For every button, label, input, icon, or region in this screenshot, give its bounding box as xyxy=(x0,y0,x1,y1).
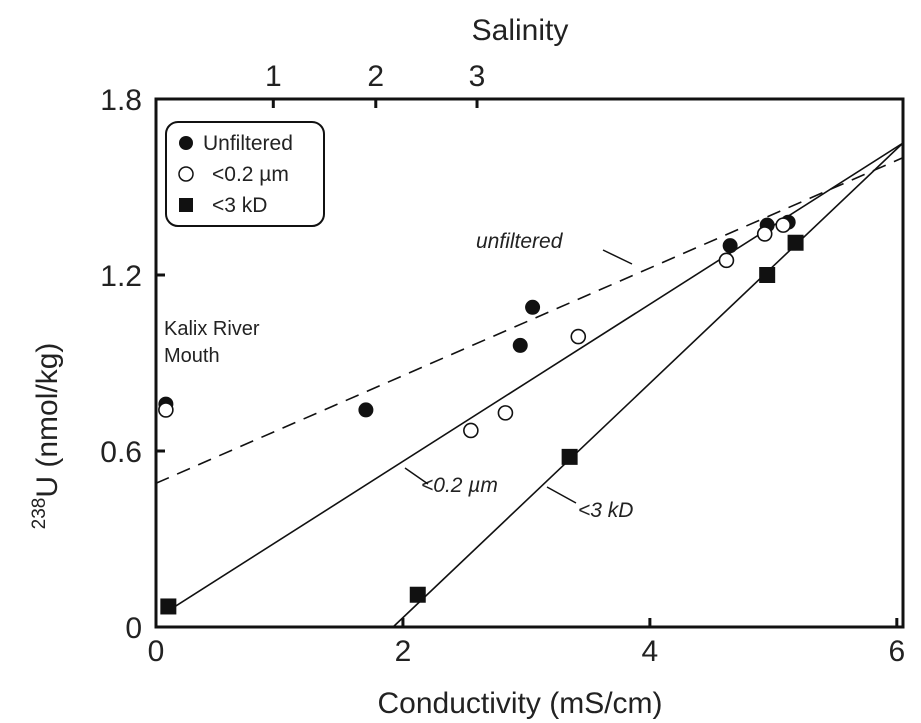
point-s2-4 xyxy=(787,234,804,251)
legend-marker-02um xyxy=(178,166,194,182)
point-s1-2 xyxy=(497,405,514,421)
point-s2-3 xyxy=(759,267,776,283)
x2-tick-label-1: 2 xyxy=(367,60,384,93)
annot-unfiltered: unfiltered xyxy=(476,230,564,253)
x2-axis-ticks: 1 2 3 xyxy=(265,60,485,108)
y-axis-ticks: 0 0.6 1.2 1.8 xyxy=(100,84,165,645)
annot-3kd-leader xyxy=(546,486,577,504)
legend-label-unfiltered: Unfiltered xyxy=(203,132,293,155)
legend-marker-unfiltered xyxy=(179,136,193,150)
fit-line-0 xyxy=(155,156,904,485)
point-s1-5 xyxy=(756,226,773,242)
legend-label-3kd: <3 kD xyxy=(212,194,267,217)
x-axis-title: Conductivity (mS/cm) xyxy=(377,687,662,720)
annot-02um: <0.2 µm xyxy=(421,474,498,497)
annot-river-line1: Kalix River xyxy=(164,318,260,340)
x-tick-label-2: 4 xyxy=(642,635,659,668)
annot-3kd: <3 kD xyxy=(578,499,633,522)
annot-unfiltered-leader xyxy=(602,249,633,265)
y-tick-label-2: 1.2 xyxy=(100,260,142,293)
point-s1-4 xyxy=(718,252,735,269)
data-points xyxy=(158,214,804,615)
y-tick-label-0: 0 xyxy=(125,612,142,645)
point-s2-2 xyxy=(561,448,578,465)
point-s0-2 xyxy=(512,337,528,353)
y-axis-title: 238U (nmol/kg) xyxy=(29,343,64,530)
legend: Unfiltered <0.2 µm <3 kD xyxy=(165,121,325,227)
plot-frame xyxy=(154,97,905,629)
point-s2-0 xyxy=(160,598,177,615)
y-tick-label-3: 1.8 xyxy=(100,84,142,117)
annot-02um-leader xyxy=(404,467,429,485)
point-s1-6 xyxy=(775,217,792,233)
x2-tick-label-0: 1 xyxy=(265,60,282,93)
x-tick-label-1: 2 xyxy=(395,635,412,668)
annot-river-line2: Mouth xyxy=(164,345,220,367)
y-axis-title-sup: 238 xyxy=(29,498,50,530)
point-s1-0 xyxy=(158,402,174,418)
point-s0-4 xyxy=(722,238,738,254)
x-tick-label-3: 6 xyxy=(888,635,905,668)
fit-line-2 xyxy=(392,142,904,628)
legend-box xyxy=(165,121,325,227)
x-axis-ticks: 0 2 4 6 xyxy=(148,618,905,668)
legend-marker-3kd xyxy=(179,198,193,212)
x2-tick-label-2: 3 xyxy=(469,60,486,93)
point-s0-1 xyxy=(358,402,374,418)
x-tick-label-0: 0 xyxy=(148,635,165,668)
x2-axis-title: Salinity xyxy=(472,14,569,47)
point-s1-3 xyxy=(570,328,587,345)
point-s0-3 xyxy=(525,299,541,315)
legend-label-02um: <0.2 µm xyxy=(212,163,289,186)
point-s2-1 xyxy=(409,586,426,603)
y-tick-label-1: 0.6 xyxy=(100,436,142,469)
svg-text:238U (nmol/kg): 238U (nmol/kg) xyxy=(29,343,64,530)
point-s1-1 xyxy=(463,422,479,439)
y-axis-title-main: U (nmol/kg) xyxy=(31,343,64,498)
